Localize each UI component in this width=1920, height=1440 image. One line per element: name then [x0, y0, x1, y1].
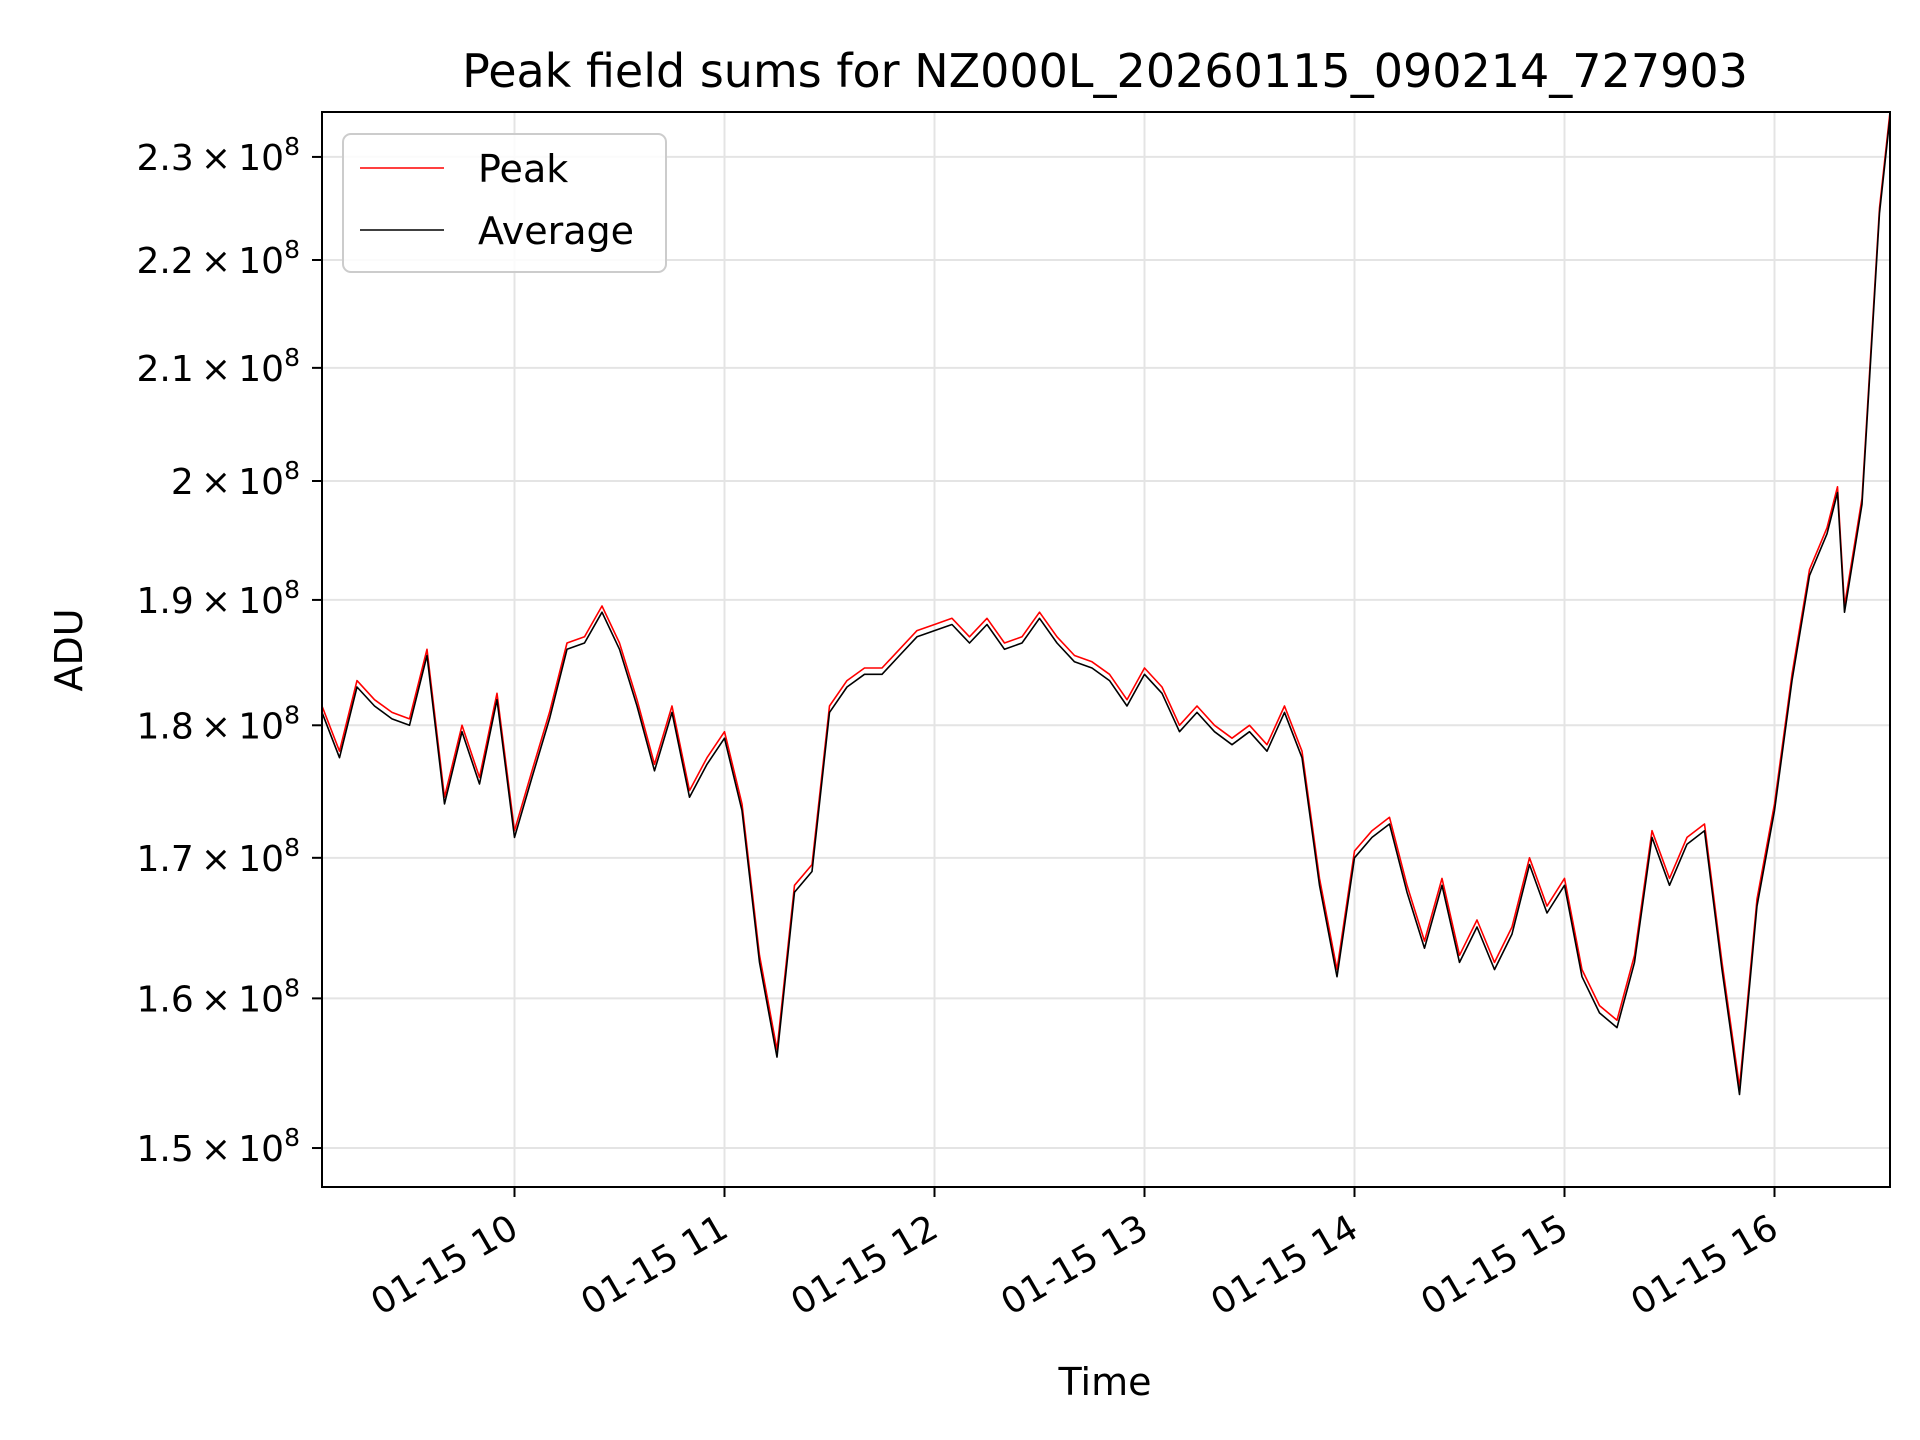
y-tick-label: 1.5 × 108: [136, 1123, 300, 1170]
grid: [322, 112, 1890, 1187]
y-tick-label: 2.1 × 108: [136, 343, 300, 390]
y-axis-label: ADU: [47, 608, 91, 691]
y-tick-label: 1.6 × 108: [136, 973, 300, 1020]
legend-label-average: Average: [478, 209, 634, 253]
plot-frame: [321, 111, 1891, 1188]
legend: Peak Average: [342, 133, 667, 273]
x-axis-label: Time: [1058, 1360, 1152, 1404]
y-tick-label: 1.7 × 108: [136, 833, 300, 880]
y-tick-label: 2 × 108: [171, 456, 300, 503]
chart-title: Peak field sums for NZ000L_20260115_0902…: [462, 44, 1748, 98]
plot-series: [321, 111, 1891, 1096]
legend-label-peak: Peak: [478, 147, 568, 191]
series-line-average: [321, 116, 1891, 1096]
y-tick-label: 2.3 × 108: [136, 132, 300, 179]
series-line-peak: [321, 111, 1891, 1088]
y-tick-label: 1.8 × 108: [136, 700, 300, 747]
y-axis-ticks: 1.5 × 108 1.6 × 108 1.7 × 108 1.8 × 108 1.9 …: [136, 132, 322, 1170]
y-tick-label: 2.2 × 108: [136, 235, 300, 282]
y-tick-label: 1.9 × 108: [136, 575, 300, 622]
